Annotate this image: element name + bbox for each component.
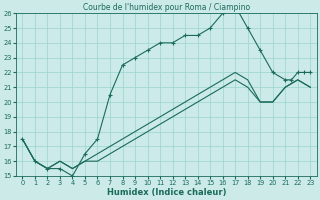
X-axis label: Humidex (Indice chaleur): Humidex (Indice chaleur) xyxy=(107,188,226,197)
Title: Courbe de l'humidex pour Roma / Ciampino: Courbe de l'humidex pour Roma / Ciampino xyxy=(83,3,250,12)
